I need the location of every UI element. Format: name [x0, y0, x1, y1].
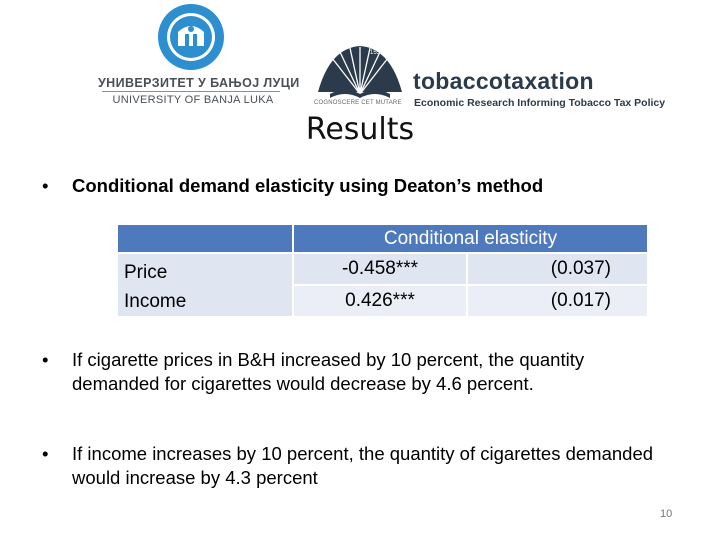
university-name-cyrillic: УНИВЕРЗИТЕТ У БАЊОЈ ЛУЦИ [98, 76, 300, 90]
price-elasticity-value: -0.458*** [294, 254, 466, 284]
elasticity-table: Conditional elasticity Price Income -0.4… [116, 223, 649, 318]
bullet-text: Conditional demand elasticity using Deat… [72, 175, 544, 196]
bullet-text: If income increases by 10 percent, the q… [72, 443, 654, 488]
bullet-dot-icon: • [42, 175, 49, 196]
price-standard-error: (0.037) [468, 254, 647, 284]
tobaccotaxation-subtitle: Economic Research Informing Tobacco Tax … [414, 97, 666, 109]
university-emblem-icon [158, 4, 224, 70]
university-logo: УНИВЕРЗИТЕТ У БАЊОЈ ЛУЦИ UNIVERSITY OF B… [98, 0, 300, 112]
table-header-blank [118, 225, 292, 252]
income-standard-error: (0.017) [468, 286, 647, 316]
tobaccotaxation-logo: 1558 COGNOSCERE CET MUTARE tobaccotaxati… [310, 40, 690, 112]
table-row-labels: Price Income [118, 254, 292, 316]
tobaccotaxation-title: tobaccotaxation [413, 68, 594, 94]
slide-number: 10 [660, 508, 673, 520]
bullet-dot-icon: • [42, 349, 49, 370]
income-elasticity-value: 0.426*** [294, 286, 466, 316]
logo-divider [102, 91, 280, 92]
bullet-text: If cigarette prices in B&H increased by … [72, 349, 585, 394]
row-label-income: Income [124, 291, 187, 312]
logo-motto: COGNOSCERE CET MUTARE [314, 100, 402, 106]
slide-title: Results [305, 112, 415, 147]
university-name-latin: UNIVERSITY OF BANJA LUKA [112, 94, 274, 106]
bullet-dot-icon: • [42, 443, 49, 464]
logo-year: 1558 [370, 50, 384, 56]
open-book-rays-icon: 1558 [318, 46, 402, 98]
table-header-elasticity: Conditional elasticity [294, 225, 647, 252]
row-label-price: Price [124, 262, 168, 283]
